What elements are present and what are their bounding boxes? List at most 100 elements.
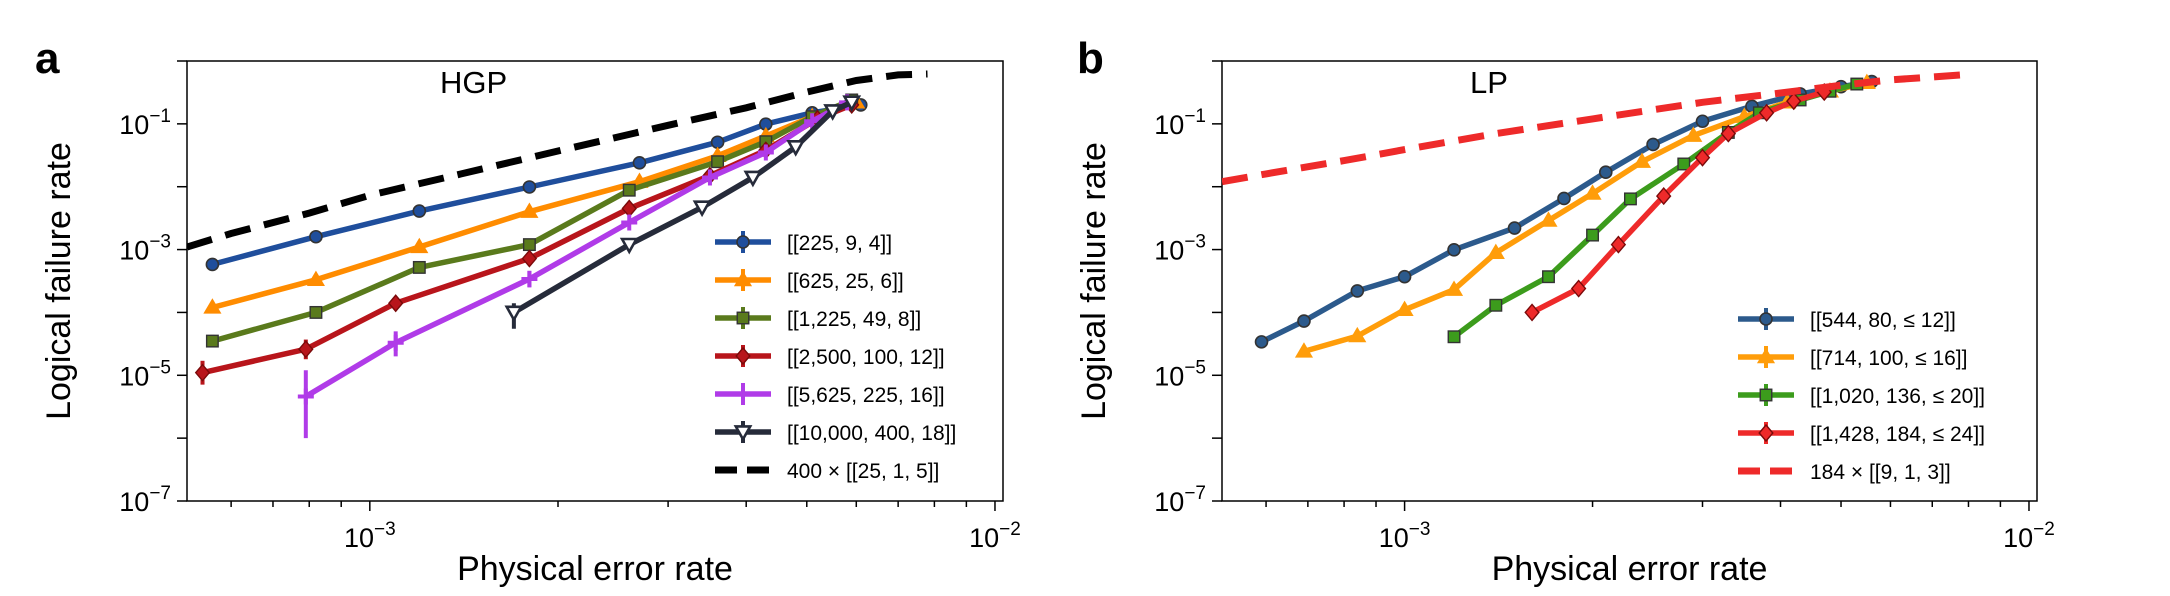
panel-a: a 10−3 10−2 10−1 10−3 10−5 10−7 Physical error … <box>35 34 1021 588</box>
data-point <box>1397 269 1412 284</box>
data-point <box>297 388 314 405</box>
data-point <box>1297 314 1311 328</box>
data-point <box>1350 284 1365 298</box>
legend-swatch-marker <box>736 311 750 325</box>
data-point <box>621 214 638 231</box>
data-point <box>619 237 639 255</box>
y-tick-label: 10−1 <box>119 106 171 140</box>
legend-label: 184 × [[9, 1, 3]] <box>1810 461 1951 484</box>
series-3 <box>1524 83 1832 322</box>
data-point <box>306 270 325 287</box>
data-point <box>1348 326 1367 343</box>
data-point <box>520 202 539 218</box>
panel-title: LP <box>1470 65 1508 100</box>
y-tick-label: 10−3 <box>1154 232 1206 266</box>
series-line <box>1452 81 1858 339</box>
y-tick-label: 10−5 <box>119 357 171 391</box>
data-point <box>1294 342 1314 358</box>
legend-label: 400 × [[25, 1, 5]] <box>787 460 939 483</box>
data-point <box>692 200 712 218</box>
x-tick-label: 10−2 <box>2003 519 2055 553</box>
series-5 <box>504 95 862 329</box>
series-line-dashed <box>187 70 928 251</box>
data-point <box>412 204 427 218</box>
plot-frame <box>1221 60 2038 502</box>
data-point <box>1507 221 1522 235</box>
data-point <box>823 104 843 121</box>
panel-title: HGP <box>440 65 507 100</box>
data-point <box>804 113 821 130</box>
data-point <box>521 271 538 288</box>
data-point <box>1684 126 1703 142</box>
y-axis-label: Logical failure rate <box>1075 142 1113 420</box>
series-4 <box>297 94 856 439</box>
data-point <box>632 156 647 170</box>
data-layer <box>1222 71 1962 358</box>
panel-b: b 10−3 10−2 10−1 10−3 10−5 10−7 Physical error … <box>1075 34 2055 588</box>
y-axis-label: Logical failure rate <box>40 142 78 420</box>
x-axis-label: Physical error rate <box>1492 550 1768 588</box>
data-point <box>410 237 429 254</box>
data-point <box>1570 279 1587 298</box>
x-axis-label: Physical error rate <box>457 550 733 588</box>
data-point <box>622 183 636 197</box>
legend-swatch-marker <box>1759 388 1773 402</box>
data-point <box>205 257 220 272</box>
data-point <box>1610 235 1627 254</box>
data-point <box>203 298 222 314</box>
data-point <box>710 135 725 150</box>
legend: [[544, 80, ≤ 12]] [[714, 100, ≤ 16]] [[1,0… <box>1738 308 1985 484</box>
series-4 <box>1222 71 1962 186</box>
y-tick-label: 10−3 <box>119 232 171 266</box>
data-point <box>1758 103 1775 122</box>
legend-swatch-marker <box>1756 347 1776 364</box>
data-layer <box>187 70 928 439</box>
plot-frame <box>186 60 1004 502</box>
data-point <box>1632 152 1652 168</box>
legend-swatch-marker <box>733 270 753 287</box>
legend-label: [[2,500, 100, 12]] <box>787 346 945 369</box>
data-point <box>504 305 524 323</box>
legend-swatch-marker <box>735 346 751 366</box>
x-tick-label: 10−3 <box>344 519 396 553</box>
data-point <box>1623 192 1637 206</box>
data-point <box>522 180 537 194</box>
legend-swatch-marker <box>735 386 751 402</box>
data-point <box>1598 165 1613 180</box>
data-point <box>1586 228 1600 242</box>
data-point <box>1395 300 1414 317</box>
series-2 <box>1447 77 1864 344</box>
data-point <box>1486 243 1505 259</box>
data-point <box>1254 335 1269 349</box>
y-tick-label: 10−7 <box>119 483 171 517</box>
data-point <box>1447 243 1461 257</box>
data-point <box>1489 298 1503 312</box>
data-point <box>387 334 404 351</box>
legend-label: [[1,428, 184, ≤ 24]] <box>1810 423 1985 446</box>
data-point <box>1542 270 1555 284</box>
data-point <box>522 238 536 252</box>
data-point <box>757 144 774 161</box>
data-point <box>1655 186 1672 206</box>
legend-swatch-marker <box>736 235 750 249</box>
series-6 <box>187 70 928 251</box>
data-point <box>298 340 314 359</box>
panel-letter: b <box>1077 34 1104 83</box>
legend-label: [[544, 80, ≤ 12]] <box>1810 309 1956 332</box>
data-point <box>711 155 725 169</box>
data-point <box>621 199 637 218</box>
data-point <box>842 95 862 113</box>
legend-swatch-marker <box>1758 423 1774 443</box>
y-tick-label: 10−5 <box>1154 357 1206 391</box>
y-tick-label: 10−1 <box>1154 106 1206 140</box>
data-point <box>701 169 718 186</box>
legend-swatch-marker <box>1759 312 1773 326</box>
data-point <box>309 229 323 244</box>
legend-label: [[714, 100, ≤ 16]] <box>1810 347 1967 370</box>
legend-label: [[625, 25, 6]] <box>787 270 904 293</box>
data-point <box>194 363 211 382</box>
data-point <box>412 260 426 274</box>
data-point <box>1646 137 1660 152</box>
panel-letter: a <box>35 34 60 83</box>
series-line <box>304 99 849 399</box>
